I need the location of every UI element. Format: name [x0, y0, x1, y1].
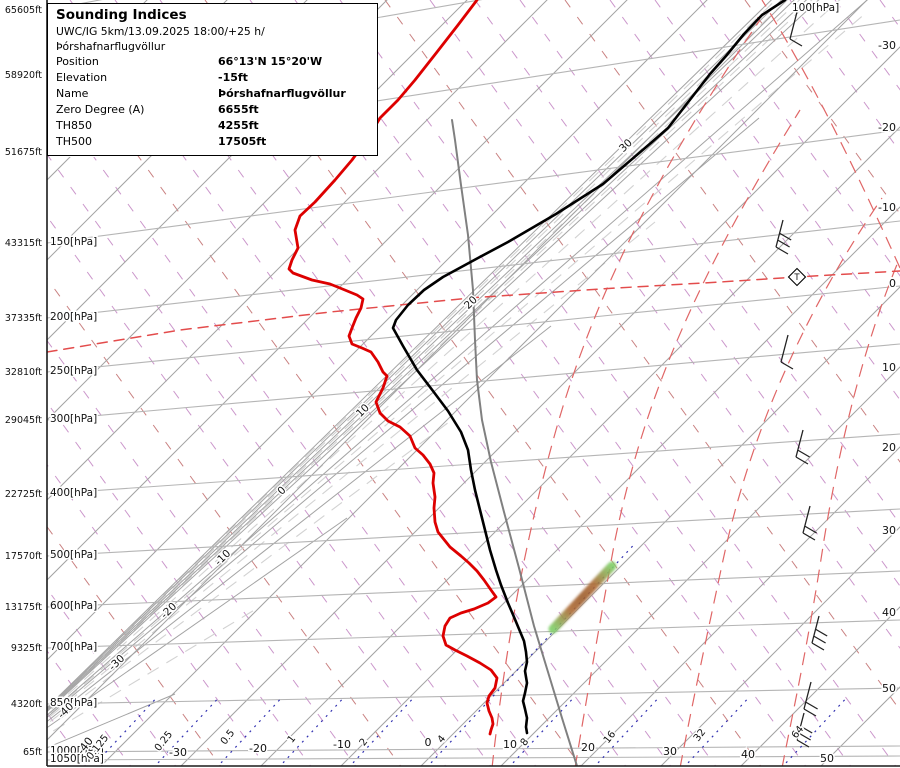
row-value: 66°13'N 15°20'W	[218, 55, 323, 68]
row-value: -15ft	[218, 71, 248, 84]
isotherm-bottom-label: 30	[663, 745, 677, 758]
isotherm-right-label: -30	[878, 39, 896, 52]
row-value: 17505ft	[218, 135, 267, 148]
row-label: TH850	[56, 119, 92, 132]
isotherm-right-label: -20	[878, 121, 896, 134]
altitude-ft-label: 13175ft	[5, 602, 42, 613]
pressure-hpa-label: 1050[hPa]	[50, 753, 104, 765]
panel-row-th500: TH500 17505ft	[56, 134, 369, 150]
pressure-hpa-label: 500[hPa]	[50, 549, 97, 561]
isotherm-right-label: 50	[882, 682, 896, 695]
row-value: 4255ft	[218, 119, 259, 132]
mixing-ratio-label: 64	[790, 724, 807, 741]
pressure-hpa-label: 850[hPa]	[50, 697, 97, 709]
isotherm-bottom-label: -20	[249, 742, 267, 755]
pressure-hpa-label: 300[hPa]	[50, 413, 97, 425]
altitude-ft-label: 22725ft	[5, 489, 42, 500]
dry-adiabat-label: 30	[617, 137, 635, 155]
panel-row-elevation: Elevation -15ft	[56, 70, 369, 86]
isotherm-right-label: 30	[882, 524, 896, 537]
tropopause-marker: T	[787, 267, 807, 287]
isotherm-bottom-label: 0	[425, 736, 432, 749]
pressure-hpa-label: 150[hPa]	[50, 236, 97, 248]
altitude-ft-label: 51675ft	[5, 147, 42, 158]
altitude-ft-label: 65ft	[23, 747, 42, 758]
highlight-segment	[548, 561, 617, 634]
wind-barbs	[775, 11, 828, 748]
altitude-ft-label: 32810ft	[5, 367, 42, 378]
tropopause-t-label: T	[793, 273, 800, 283]
altitude-ft-label: 65605ft	[5, 5, 42, 16]
row-label: Zero Degree (A)	[56, 103, 145, 116]
pressure-hpa-label: 1000[hPa]	[50, 745, 104, 757]
altitude-ft-label: 43315ft	[5, 238, 42, 249]
pressure-hpa-label: 600[hPa]	[50, 600, 97, 612]
panel-subtitle: UWC/IG 5km/13.09.2025 18:00/+25 h/Þórsha…	[56, 25, 265, 53]
isotherm-bottom-label: -30	[169, 746, 187, 759]
sounding-indices-panel: Sounding Indices UWC/IG 5km/13.09.2025 1…	[47, 3, 378, 156]
tropopause-line	[47, 270, 900, 353]
panel-row-th850: TH850 4255ft	[56, 118, 369, 134]
isotherm-right-label: -10	[878, 201, 896, 214]
dry-adiabat-label: -10	[213, 548, 234, 569]
panel-row-zero-degree: Zero Degree (A) 6655ft	[56, 102, 369, 118]
panel-title: Sounding Indices	[56, 7, 187, 23]
row-value: Þórshafnarflugvöllur	[218, 87, 346, 100]
mixing-ratio-label: 4	[436, 734, 449, 746]
isotherm-right-label: 20	[882, 441, 896, 454]
altitude-ft-label: 37335ft	[5, 313, 42, 324]
dewpoint-curve	[287, 0, 499, 736]
panel-row-position: Position 66°13'N 15°20'W	[56, 54, 369, 70]
isotherm-right-label: 10	[882, 361, 896, 374]
row-label: TH500	[56, 135, 92, 148]
isotherm-bottom-label: 50	[820, 752, 834, 765]
pressure-hpa-label-top-right: 100[hPa]	[792, 2, 839, 14]
isotherm-right-label: 0	[889, 277, 896, 290]
isotherm-bottom-label: 10	[503, 738, 517, 751]
mixing-ratio-label: 0.5	[219, 728, 237, 747]
row-label: Elevation	[56, 71, 108, 84]
altitude-ft-label: 4320ft	[11, 699, 42, 710]
isotherm-right-label: 40	[882, 606, 896, 619]
altitude-ft-label: 58920ft	[5, 70, 42, 81]
pressure-hpa-label: 400[hPa]	[50, 487, 97, 499]
mixing-ratio-label: 32	[692, 727, 709, 744]
pressure-hpa-label: 200[hPa]	[50, 311, 97, 323]
isotherm-bottom-label: 20	[581, 741, 595, 754]
altitude-ft-label: 29045ft	[5, 415, 42, 426]
temperature-curve	[391, 0, 787, 735]
altitude-ft-label: 17570ft	[5, 551, 42, 562]
panel-row-name: Name Þórshafnarflugvöllur	[56, 86, 369, 102]
isotherm-bottom-label: 40	[741, 748, 755, 761]
pressure-hpa-label: 250[hPa]	[50, 365, 97, 377]
moist-adiabat-curves	[491, 0, 900, 766]
row-label: Position	[56, 55, 99, 68]
row-label: Name	[56, 87, 89, 100]
row-value: 6655ft	[218, 103, 259, 116]
pressure-hpa-label: 700[hPa]	[50, 641, 97, 653]
parcel-curve	[451, 119, 578, 766]
altitude-ft-label: 9325ft	[11, 643, 42, 654]
isotherm-bottom-label: -10	[333, 738, 351, 751]
